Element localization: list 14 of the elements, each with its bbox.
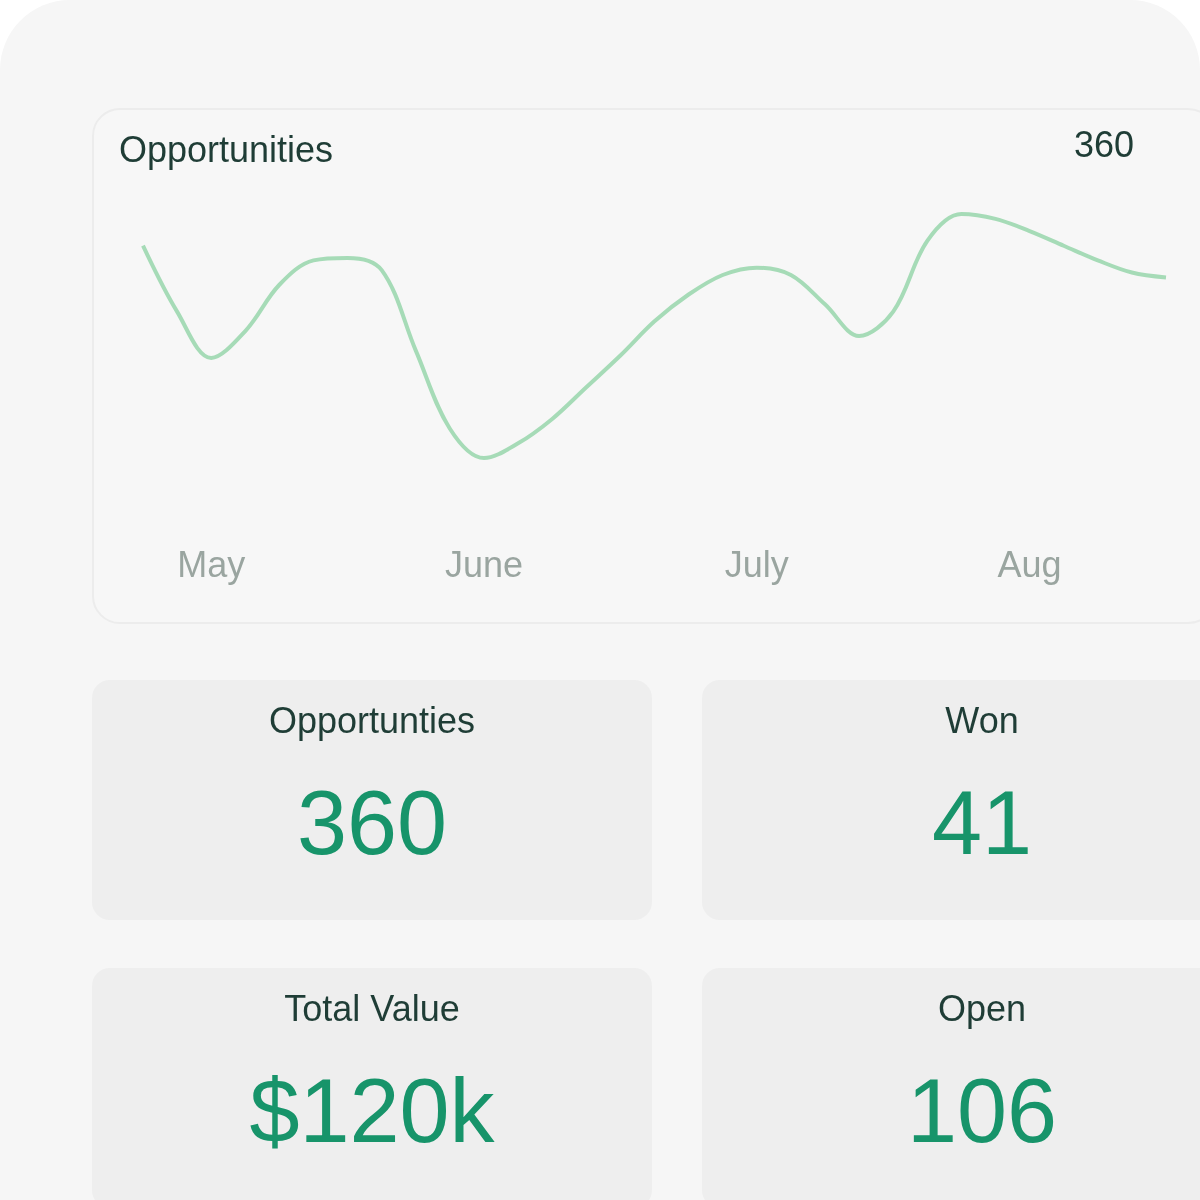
x-tick-label: July [724,543,789,585]
text: Opportunties [267,700,477,742]
text: 360 [295,772,449,875]
text: 360 [1073,123,1135,165]
text: Total Value [283,988,461,1030]
x-tick-label: Aug [997,543,1062,585]
x-tick-label: June [444,543,524,585]
x-tick-label: May [177,543,246,585]
text: Open [936,988,1028,1030]
text: Won [944,700,1020,742]
chart-title: Opportunities [119,128,334,170]
text: $120k [248,1060,496,1163]
text: 41 [930,772,1034,875]
text: 106 [905,1060,1059,1163]
